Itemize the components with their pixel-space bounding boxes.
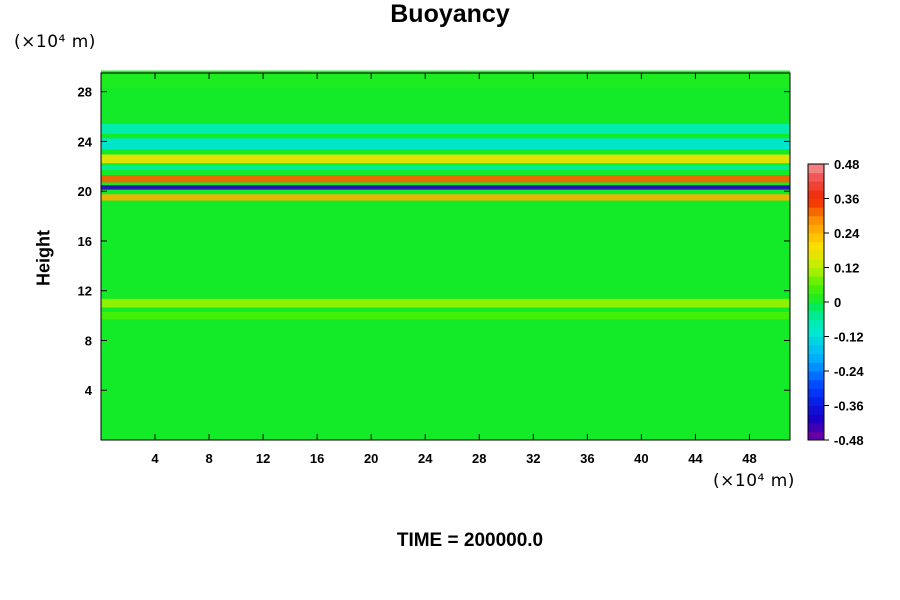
x-axis-unit: (×10⁴ m) <box>713 471 795 491</box>
colorbar-cell <box>808 181 824 191</box>
colorbar-cell <box>808 388 824 398</box>
colorbar-cell <box>808 336 824 346</box>
y-tick-label: 28 <box>78 85 92 100</box>
colorbar-cell <box>808 189 824 199</box>
colorbar-cell <box>808 207 824 217</box>
colorbar-cell <box>808 293 824 303</box>
x-tick-label: 8 <box>205 451 212 466</box>
chart-title: Buoyancy <box>390 0 510 28</box>
colorbar-cell <box>808 353 824 363</box>
colorbar-cell <box>808 250 824 260</box>
y-tick-label: 4 <box>85 383 93 398</box>
x-tick-label: 16 <box>310 451 324 466</box>
colorbar-cell <box>808 241 824 251</box>
heatmap-band <box>101 165 790 171</box>
y-tick-label: 16 <box>78 234 92 249</box>
heatmap-band <box>101 138 790 150</box>
y-tick-label: 12 <box>78 284 92 299</box>
y-tick-label: 8 <box>85 333 92 348</box>
colorbar-cell <box>808 276 824 286</box>
heatmap-band <box>101 70 790 88</box>
colorbar-cell <box>808 405 824 415</box>
colorbar-cell <box>808 379 824 389</box>
colorbar-cell <box>808 164 824 174</box>
heatmap-band <box>101 185 790 190</box>
colorbar-tick-label: 0.48 <box>834 157 859 172</box>
colorbar-cell <box>808 362 824 372</box>
x-tick-label: 28 <box>472 451 486 466</box>
colorbar-cell <box>808 396 824 406</box>
y-tick-label: 24 <box>78 134 93 149</box>
x-tick-label: 40 <box>634 451 648 466</box>
x-tick-label: 12 <box>256 451 270 466</box>
colorbar-cell <box>808 319 824 329</box>
plot-frame <box>100 72 791 441</box>
colorbar-cell <box>808 414 824 424</box>
colorbar-cell <box>808 310 824 320</box>
colorbar-cell <box>808 284 824 294</box>
colorbar-cell <box>808 345 824 355</box>
colorbar-tick-label: 0 <box>834 295 841 310</box>
colorbar-tick-label: -0.48 <box>834 433 864 448</box>
colorbar-cell <box>808 267 824 277</box>
heatmap-band <box>101 298 790 308</box>
heatmap-background <box>101 73 790 440</box>
colorbar-cell <box>808 233 824 243</box>
colorbar-tick-label: -0.24 <box>834 364 864 379</box>
x-tick-label: 48 <box>742 451 756 466</box>
heatmap-band <box>101 154 790 164</box>
colorbar-cell <box>808 172 824 182</box>
colorbar-tick-label: 0.36 <box>834 192 859 207</box>
x-tick-label: 24 <box>418 451 433 466</box>
colorbar-cell <box>808 302 824 312</box>
colorbar-tick-label: 0.12 <box>834 261 859 276</box>
colorbar-cell <box>808 258 824 268</box>
colorbar-tick-label: -0.12 <box>834 330 864 345</box>
heatmap-band <box>101 175 790 183</box>
colorbar-cell <box>808 371 824 381</box>
colorbar-cell <box>808 431 824 441</box>
y-tick-label: 20 <box>78 184 92 199</box>
colorbar-cell <box>808 224 824 234</box>
time-label: TIME = 200000.0 <box>396 530 544 551</box>
y-axis-unit: (×10⁴ m) <box>14 32 96 52</box>
colorbar-tick-label: 0.24 <box>834 226 860 241</box>
colorbar-tick-label: -0.36 <box>834 399 864 414</box>
x-tick-label: 20 <box>364 451 378 466</box>
colorbar-cell <box>808 422 824 432</box>
colorbar-cell <box>808 327 824 337</box>
x-tick-label: 32 <box>526 451 540 466</box>
heatmap-band <box>101 124 790 134</box>
colorbar-cell <box>808 198 824 208</box>
colorbar-cell <box>808 215 824 225</box>
heatmap-band <box>101 311 790 320</box>
x-tick-label: 44 <box>688 451 703 466</box>
x-tick-label: 36 <box>580 451 594 466</box>
x-tick-label: 4 <box>151 451 159 466</box>
heatmap-band <box>101 194 790 201</box>
